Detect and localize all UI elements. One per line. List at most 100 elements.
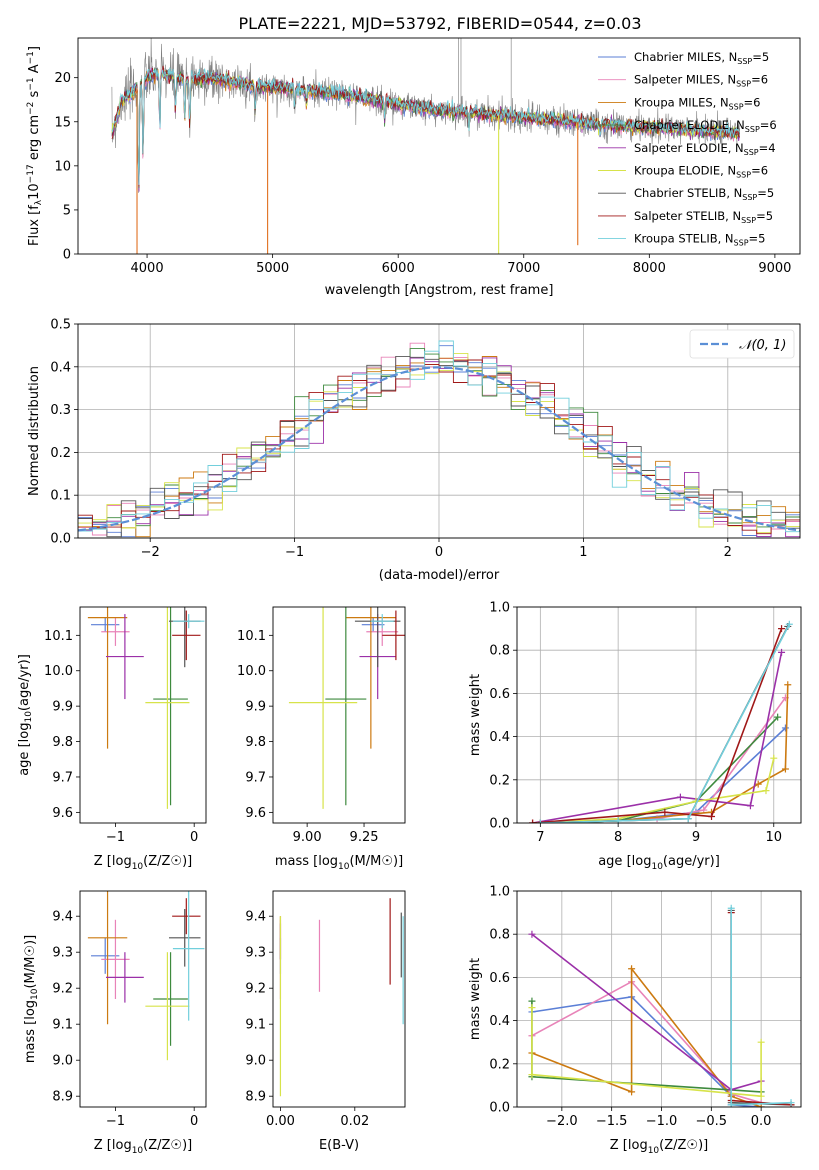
series-point [727,1101,735,1107]
errorbar-point [172,610,201,661]
legend-label: Kroupa ELODIE, NSSP=6 [634,164,768,180]
legend-box [689,329,795,359]
y-tick-label: 0.0 [489,817,510,832]
series-point [774,713,782,721]
y-tick-label: 9.9 [52,700,73,715]
x-tick-label: 8000 [633,261,666,276]
errorbar-point [172,614,205,629]
y-tick-label: 0.2 [50,446,71,461]
x-tick-label: −2.0 [546,1114,578,1129]
axes-frame [516,890,802,1108]
series-line [532,652,783,823]
legend-label: Salpeter STELIB, NSSP=5 [634,209,773,225]
x-tick-label: −1.0 [646,1114,678,1129]
series-point [529,819,537,823]
y-tick-label: 5 [63,203,71,218]
series-point [727,904,735,912]
y-tick-label: 0.6 [489,687,510,702]
y-tick-label: 9.1 [52,1018,73,1033]
series-point [785,620,793,628]
y-axis-label: mass weight [468,674,483,756]
x-tick-label: 9.00 [293,830,322,845]
x-axis-label: wavelength [Angstrom, rest frame] [325,283,554,298]
axes-frame [272,890,406,1108]
y-axis-label: mass weight [468,958,483,1040]
y-tick-label: 0.4 [489,730,510,745]
x-tick-label: 9.25 [350,830,379,845]
y-axis-label: Normed distribution [27,366,42,496]
x-tick-label: 7 [536,830,544,845]
y-tick-label: 9.2 [52,982,73,997]
legend-label: Chabrier MILES, NSSP=5 [634,50,769,66]
errorbar-marks [288,607,405,809]
histogram-steps [78,340,800,538]
y-tick-label: 0.3 [50,403,71,418]
y-tick-label: 0.8 [489,928,510,943]
x-tick-label: 10 [765,830,782,845]
series-point [528,997,536,1005]
y-tick-label: 9.8 [245,735,266,750]
y-tick-label: 9.9 [245,700,266,715]
errorbar-point [91,617,120,632]
x-tick-label: −0.5 [696,1114,728,1129]
errorbar-point [153,952,188,1046]
x-tick-label: 8 [614,830,622,845]
y-tick-label: 0.2 [489,1057,510,1072]
series-point [770,754,778,762]
x-axis-label: Z [log10(Z/Z☉)] [610,1138,708,1156]
series-point [653,815,661,823]
series-point [778,648,786,656]
x-tick-label: 9 [692,830,700,845]
series-point [684,815,692,823]
series-point [528,1004,536,1012]
y-tick-label: 0.1 [50,489,71,504]
x-tick-label: 9000 [758,261,791,276]
axes-frame [77,323,801,539]
errorbar-marks [87,891,205,1061]
series-line [540,623,791,823]
mass-weight-vs-age-panel: 7 8 9 10 0.0 0.2 0.4 0.6 0.8 1.0 mass weight age [l… [468,601,802,872]
x-tick-label: 0 [190,830,198,845]
mass-vs-ebv-panel: 0.00 0.02 8.9 9.0 9.1 9.2 9.3 9.4 E(B-V) [245,890,406,1153]
errorbar-point [382,610,405,661]
y-tick-label: 10.0 [237,664,266,679]
axes-frame [516,606,802,824]
figure-title: PLATE=2221, MJD=53792, FIBERID=0544, z=0… [238,14,641,33]
legend: 𝒩(0, 1) [689,329,795,359]
spectrum-panel: 4000 5000 6000 7000 8000 9000 0 5 10 15 20 waveleng… [26,37,801,298]
y-tick-label: 0.2 [489,773,510,788]
errorbar-marks [87,607,205,809]
errorbar-point [168,909,201,967]
errorbar-point [105,614,144,700]
series-point [787,1099,795,1107]
y-tick-label: 10.1 [44,629,73,644]
series-point [708,813,716,821]
y-axis-label: age [log10(age/yr)] [17,654,34,776]
y-tick-label: 0.0 [50,532,71,547]
x-axis-label: Z [log10(Z/Z☉)] [94,1138,192,1156]
series-point [628,965,636,973]
x-tick-label: 4000 [131,261,164,276]
age-vs-metallicity-panel: −1 0 9.6 9.7 9.8 9.9 10.0 10.1 Z [log10(Z/Z☉)] ag… [17,606,207,872]
y-tick-label: 9.4 [245,910,266,925]
y-tick-label: 10.1 [237,629,266,644]
y-tick-label: 10 [54,159,71,174]
errorbar-point [87,607,128,749]
y-tick-label: 8.9 [245,1090,266,1105]
x-axis-label: (data-model)/error [379,568,500,583]
series-point [536,819,544,823]
y-tick-label: 0.0 [489,1101,510,1116]
series-point [757,1092,765,1100]
errorbar-point [87,891,128,1025]
mass-weight-vs-metallicity-panel: −2.0 −1.5 −1.0 −0.5 0.0 0.0 0.2 0.4 0.6 0.8 1.0 mas… [468,885,802,1156]
x-tick-label: −1.5 [596,1114,628,1129]
y-tick-label: 1.0 [489,885,510,900]
x-tick-label: 0.02 [340,1114,369,1129]
series-point [676,793,684,801]
errorbar-point [145,952,190,1061]
series-point [528,1071,536,1079]
y-tick-label: 9.2 [245,982,266,997]
x-tick-label: −1 [106,830,125,845]
series-line [531,980,762,1104]
